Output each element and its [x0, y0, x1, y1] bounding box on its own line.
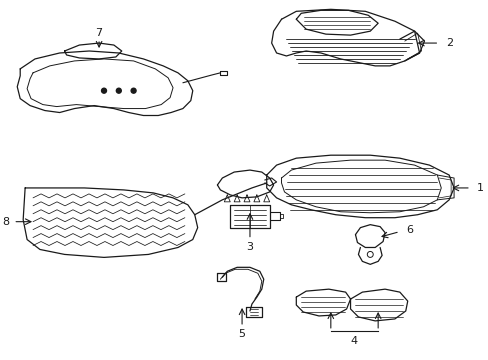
Text: 3: 3 — [246, 243, 253, 252]
Text: 2: 2 — [445, 38, 452, 48]
Text: 8: 8 — [2, 217, 9, 227]
Text: 1: 1 — [476, 183, 483, 193]
Text: 6: 6 — [405, 225, 412, 235]
Text: 7: 7 — [95, 28, 102, 38]
Circle shape — [131, 88, 136, 93]
Text: 5: 5 — [238, 329, 245, 339]
Circle shape — [116, 88, 121, 93]
Circle shape — [102, 88, 106, 93]
Text: 4: 4 — [350, 336, 357, 346]
